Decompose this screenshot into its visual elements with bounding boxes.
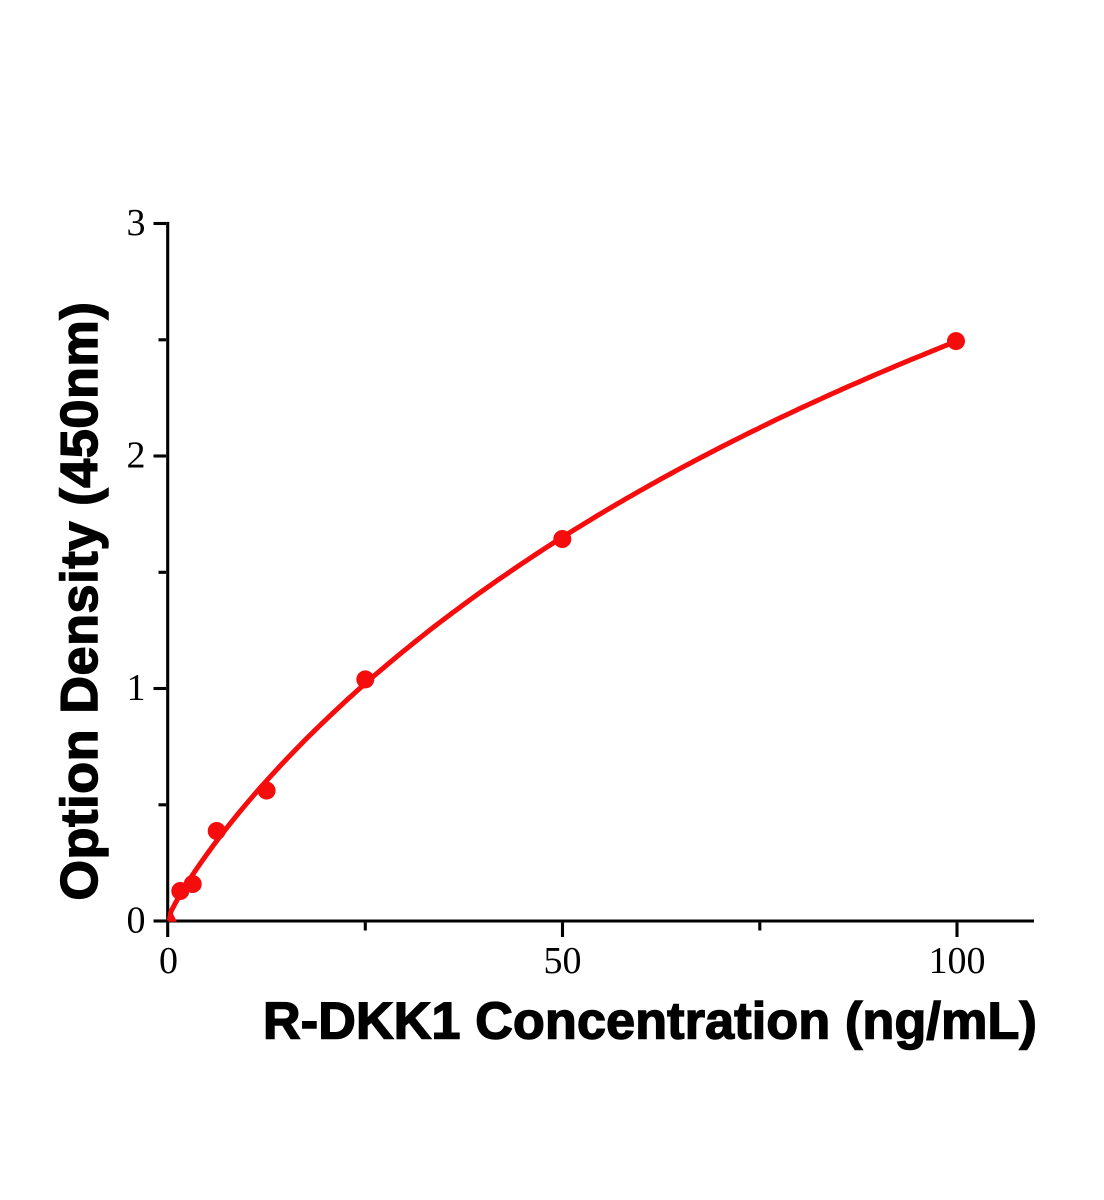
svg-text:2: 2 [127,435,146,477]
svg-text:Option Density (450nm): Option Density (450nm) [51,301,109,900]
svg-text:0: 0 [127,900,146,942]
svg-text:3: 3 [127,202,146,244]
svg-text:100: 100 [929,940,986,982]
svg-text:50: 50 [544,940,582,982]
svg-text:1: 1 [127,667,146,709]
svg-text:R-DKK1 Concentration (ng/mL): R-DKK1 Concentration (ng/mL) [263,993,1037,1051]
svg-text:0: 0 [159,940,178,982]
